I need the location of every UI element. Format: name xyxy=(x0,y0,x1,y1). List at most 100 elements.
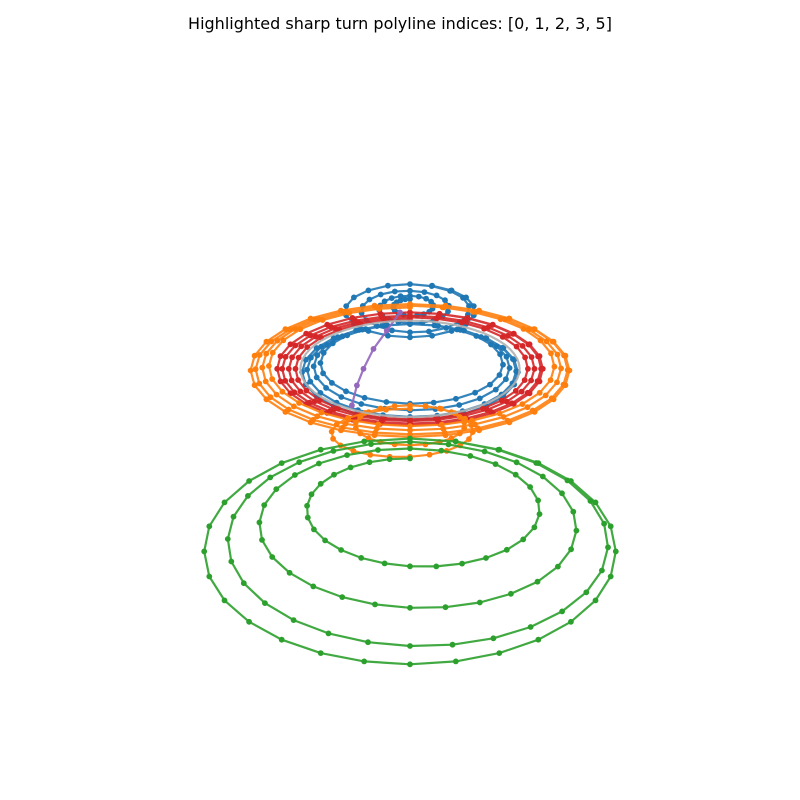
polyline-3-vertex xyxy=(259,364,266,371)
polyline-0-vertex xyxy=(407,329,413,336)
polyline-5-vertex xyxy=(367,451,374,458)
polyline-6-vertex xyxy=(269,554,276,560)
polyline-2-vertex xyxy=(295,377,301,383)
polyline-6-vertex xyxy=(322,537,328,544)
polyline-1-vertex xyxy=(320,349,327,356)
polyline-6-vertex xyxy=(407,445,413,452)
polyline-4-vertex xyxy=(397,309,403,316)
polyline-6-vertex xyxy=(267,474,274,481)
polyline-4-line xyxy=(350,311,402,407)
polyline-6-vertex xyxy=(607,573,614,580)
polyline-1-vertex xyxy=(361,394,368,401)
polyline-1-vertex xyxy=(343,388,349,395)
polyline-3-vertex xyxy=(551,363,558,370)
polyline-6-vertex xyxy=(503,546,510,553)
polyline-6-vertex xyxy=(246,478,253,484)
polyline-3-vertex xyxy=(525,326,532,333)
polyline-1-vertex xyxy=(310,363,317,370)
polyline-6-vertex xyxy=(221,499,228,506)
polyline-5-vertex xyxy=(422,403,429,409)
polyline-3-vertex xyxy=(274,337,281,344)
polyline-6-vertex xyxy=(452,658,459,665)
polyline-6-vertex xyxy=(476,599,483,606)
polyline-6-vertex xyxy=(361,438,368,445)
polyline-6-vertex xyxy=(568,618,574,625)
polyline-6-vertex xyxy=(381,560,388,567)
polyline-3-line xyxy=(249,303,571,438)
polyline-6-vertex xyxy=(452,438,459,445)
polyline-6-vertex xyxy=(201,548,208,555)
polyline-1-vertex xyxy=(320,370,326,377)
polyline-5-vertex xyxy=(383,406,389,413)
polyline-6-vertex xyxy=(559,608,565,615)
polyline-1-vertex xyxy=(488,341,494,348)
polyline-2-vertex xyxy=(464,315,471,321)
polyline-0-vertex xyxy=(423,295,429,302)
polyline-6-vertex xyxy=(308,491,315,498)
polyline-6-vertex xyxy=(347,464,354,471)
polyline-6-vertex xyxy=(527,624,534,630)
polyline-0-vertex xyxy=(415,293,422,300)
polyline-2-vertex xyxy=(521,377,528,383)
polyline-2-vertex xyxy=(349,315,356,321)
polyline-3-vertex xyxy=(476,427,482,434)
polyline-0-vertex xyxy=(407,287,413,294)
polyline-0-vertex xyxy=(389,327,395,334)
polyline-6-vertex xyxy=(407,435,413,442)
polyline-3-vertex xyxy=(263,350,270,357)
polyline-0-vertex xyxy=(429,332,435,339)
polyline-3-vertex xyxy=(407,301,413,307)
polyline-6-vertex xyxy=(310,583,317,590)
polyline-6-vertex xyxy=(513,459,520,466)
polyline-0-vertex xyxy=(448,287,455,294)
polyline-0-vertex xyxy=(388,295,395,301)
polyline-6-vertex xyxy=(375,447,381,453)
polyline-6-vertex xyxy=(568,478,574,484)
polyline-2-vertex xyxy=(407,309,413,316)
polyline-6-vertex xyxy=(339,594,346,600)
polyline-3-vertex xyxy=(307,315,314,322)
polyline-2-vertex xyxy=(526,390,533,397)
polyline-0-vertex xyxy=(351,294,357,301)
polyline-6-vertex xyxy=(246,618,253,625)
polyline-2-vertex xyxy=(298,343,305,350)
polyline-6-vertex xyxy=(330,448,337,454)
polyline-2-vertex xyxy=(489,321,496,328)
polyline-3-vertex xyxy=(282,326,289,332)
polyline-6-vertex xyxy=(438,447,445,454)
polyline-1-vertex xyxy=(314,352,321,359)
polyline-3-vertex xyxy=(273,391,280,398)
polyline-1-vertex xyxy=(313,374,320,381)
polyline-4-vertex xyxy=(349,402,355,409)
polyline-2-vertex xyxy=(324,321,331,328)
polyline-6-vertex xyxy=(531,524,538,531)
polyline-3-vertex xyxy=(554,351,561,358)
polyline-3-vertex xyxy=(307,419,314,426)
polyline-2-vertex xyxy=(536,353,543,360)
polyline-2-vertex xyxy=(531,365,538,372)
polyline-3-vertex xyxy=(442,302,449,309)
polyline-5-vertex xyxy=(456,430,463,437)
polyline-3-vertex xyxy=(536,389,543,396)
polyline-0-vertex xyxy=(397,293,404,300)
polyline-6-vertex xyxy=(570,508,577,515)
polyline-6-vertex xyxy=(256,519,263,526)
polyline-2-vertex xyxy=(513,343,520,350)
polyline-3-vertex xyxy=(268,338,275,345)
polyline-2-vertex xyxy=(485,324,492,331)
polyline-3-vertex xyxy=(562,352,569,359)
polyline-3-vertex xyxy=(247,367,254,374)
polyline-1-vertex xyxy=(304,366,310,373)
polyline-1-vertex xyxy=(339,333,346,340)
polyline-5-vertex xyxy=(469,429,476,435)
polyline-1-vertex xyxy=(456,402,463,408)
polyline-3-vertex xyxy=(537,337,544,344)
polyline-6-vertex xyxy=(407,661,413,668)
polyline-0-vertex xyxy=(385,332,391,339)
polyline-6-vertex xyxy=(539,473,546,480)
polyline-6-vertex xyxy=(508,590,514,597)
polyline-5-vertex xyxy=(436,405,443,412)
polyline-6-vertex xyxy=(221,597,228,604)
polyline-6-vertex xyxy=(527,484,533,490)
polyline-2-vertex xyxy=(505,332,511,339)
